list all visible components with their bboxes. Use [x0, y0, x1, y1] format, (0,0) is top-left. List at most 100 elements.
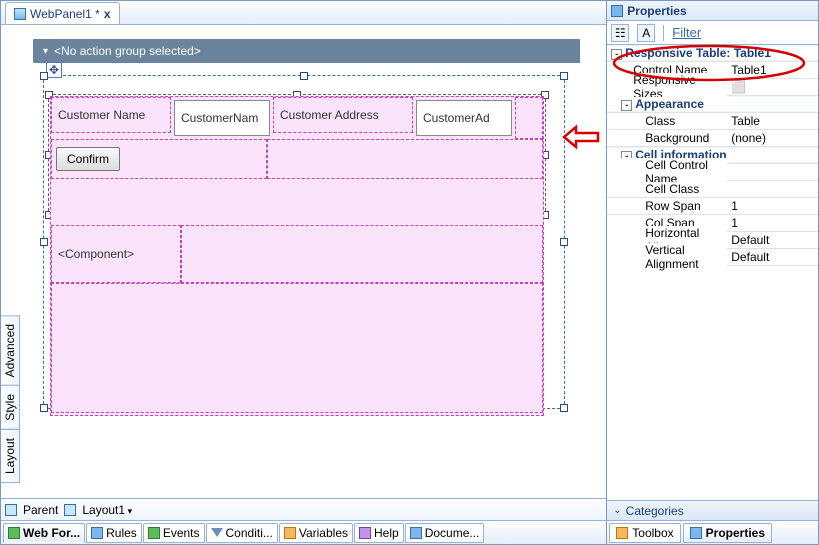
- table-row: Customer Name CustomerNam Customer Addre…: [51, 97, 543, 139]
- variables-icon: [284, 527, 296, 539]
- side-tab-bar: Advanced Style Layout: [1, 315, 20, 482]
- tab-webform[interactable]: Web For...: [3, 523, 85, 543]
- tab-rules[interactable]: Rules: [86, 523, 142, 543]
- funnel-icon: [211, 528, 223, 537]
- toolbox-icon: [616, 527, 628, 539]
- property-name: Class: [607, 114, 727, 128]
- app-root: WebPanel1 * x ▾ <No action group selecte…: [0, 0, 819, 545]
- action-group-bar[interactable]: ▾ <No action group selected>: [33, 39, 580, 63]
- doc-icon: [410, 527, 422, 539]
- tab-help[interactable]: Help: [354, 523, 404, 543]
- breadcrumb-layout[interactable]: Layout1: [82, 503, 132, 517]
- property-value[interactable]: 1: [727, 199, 818, 213]
- collapse-icon[interactable]: -: [621, 100, 632, 111]
- filter-link[interactable]: Filter: [672, 25, 701, 40]
- events-icon: [148, 527, 160, 539]
- tab-variables[interactable]: Variables: [279, 523, 353, 543]
- help-icon: [359, 527, 371, 539]
- property-name: Background: [607, 131, 727, 145]
- property-value[interactable]: Default: [727, 233, 818, 247]
- resize-handle[interactable]: [300, 72, 308, 80]
- annotation-arrow-icon: [564, 127, 598, 150]
- categories-label: Categories: [626, 504, 684, 518]
- table-row: [51, 283, 543, 413]
- layout-icon: [64, 504, 76, 516]
- designer-pane: WebPanel1 * x ▾ <No action group selecte…: [1, 1, 606, 544]
- selection-outline: ✥: [43, 75, 565, 409]
- property-group-header[interactable]: -Appearance: [607, 96, 818, 113]
- move-handle-icon[interactable]: ✥: [46, 62, 62, 78]
- property-grid: -Responsive Table: Table1 Control NameTa…: [607, 45, 818, 273]
- property-value[interactable]: Default: [727, 250, 818, 264]
- field-cell[interactable]: CustomerAd: [416, 100, 512, 136]
- chevron-down-icon: ⌄: [613, 505, 621, 516]
- property-name: Vertical Alignment: [607, 243, 727, 271]
- resize-handle[interactable]: [560, 404, 568, 412]
- tab-events[interactable]: Events: [143, 523, 205, 543]
- empty-cell[interactable]: [267, 139, 543, 179]
- collapse-icon[interactable]: -: [611, 49, 622, 60]
- webform-icon: [8, 527, 20, 539]
- table-row: <Component>: [51, 225, 543, 283]
- property-row[interactable]: Vertical AlignmentDefault: [607, 249, 818, 266]
- categorized-button[interactable]: ☷: [611, 24, 629, 42]
- empty-cell[interactable]: [51, 283, 543, 413]
- tab-documentation[interactable]: Docume...: [405, 523, 485, 543]
- chevron-down-icon: ▾: [43, 46, 48, 57]
- properties-title: Properties: [627, 4, 686, 18]
- alphabetical-button[interactable]: A: [637, 24, 655, 42]
- resize-handle[interactable]: [40, 238, 48, 246]
- property-value[interactable]: ⬜: [727, 80, 818, 94]
- document-tab[interactable]: WebPanel1 * x: [5, 2, 120, 24]
- side-tab-layout[interactable]: Layout: [1, 429, 20, 483]
- confirm-button[interactable]: Confirm: [56, 147, 120, 171]
- property-name: Cell Class: [607, 182, 727, 196]
- property-row[interactable]: Cell Control Name: [607, 164, 818, 181]
- properties-toolbar: ☷ A Filter: [607, 21, 818, 45]
- responsive-table[interactable]: Customer Name CustomerNam Customer Addre…: [50, 96, 544, 416]
- property-value[interactable]: 1: [727, 216, 818, 230]
- categories-bar[interactable]: ⌄ Categories: [607, 500, 818, 520]
- property-row[interactable]: Background(none): [607, 130, 818, 147]
- property-row[interactable]: Cell Class: [607, 181, 818, 198]
- side-tab-style[interactable]: Style: [1, 385, 20, 430]
- property-row[interactable]: ClassTable: [607, 113, 818, 130]
- property-group-header[interactable]: -Responsive Table: Table1: [607, 45, 818, 62]
- design-canvas[interactable]: ▾ <No action group selected> ✥: [1, 25, 606, 498]
- resize-handle[interactable]: [40, 404, 48, 412]
- close-icon[interactable]: x: [104, 7, 111, 21]
- resize-handle[interactable]: [40, 72, 48, 80]
- property-value[interactable]: (none): [727, 131, 818, 145]
- breadcrumb-parent[interactable]: Parent: [23, 503, 58, 517]
- side-tab-advanced[interactable]: Advanced: [1, 315, 20, 386]
- resize-handle[interactable]: [560, 238, 568, 246]
- field-cell[interactable]: CustomerNam: [174, 100, 270, 136]
- property-row[interactable]: Responsive Sizes⬜: [607, 79, 818, 96]
- document-tab-title: WebPanel1 *: [30, 7, 100, 21]
- property-value[interactable]: Table1: [727, 63, 818, 77]
- empty-cell[interactable]: [181, 225, 543, 283]
- label-cell[interactable]: Customer Address: [273, 97, 413, 133]
- properties-header: Properties: [607, 1, 818, 21]
- property-row[interactable]: Row Span1: [607, 198, 818, 215]
- tab-properties[interactable]: Properties: [683, 523, 772, 543]
- document-tab-bar: WebPanel1 * x: [1, 1, 606, 25]
- table-row: Confirm: [51, 139, 543, 179]
- up-arrow-icon[interactable]: [5, 504, 17, 516]
- properties-icon: [690, 527, 702, 539]
- properties-pane: Properties ☷ A Filter -Responsive Table:…: [606, 1, 818, 544]
- label-cell[interactable]: Customer Name: [51, 97, 171, 133]
- component-cell[interactable]: <Component>: [51, 225, 181, 283]
- empty-cell[interactable]: [515, 97, 543, 139]
- resize-handle[interactable]: [560, 72, 568, 80]
- button-cell[interactable]: Confirm: [51, 139, 267, 179]
- breadcrumb: Parent Layout1: [1, 498, 606, 520]
- document-icon: [14, 8, 26, 20]
- tab-toolbox[interactable]: Toolbox: [609, 523, 680, 543]
- tab-conditions[interactable]: Conditi...: [206, 523, 278, 543]
- property-value[interactable]: Table: [727, 114, 818, 128]
- right-bottom-tabs: Toolbox Properties: [607, 520, 818, 544]
- bottom-tab-bar: Web For... Rules Events Conditi... Varia…: [1, 520, 606, 544]
- action-group-label: <No action group selected>: [54, 44, 201, 58]
- properties-icon: [611, 5, 623, 17]
